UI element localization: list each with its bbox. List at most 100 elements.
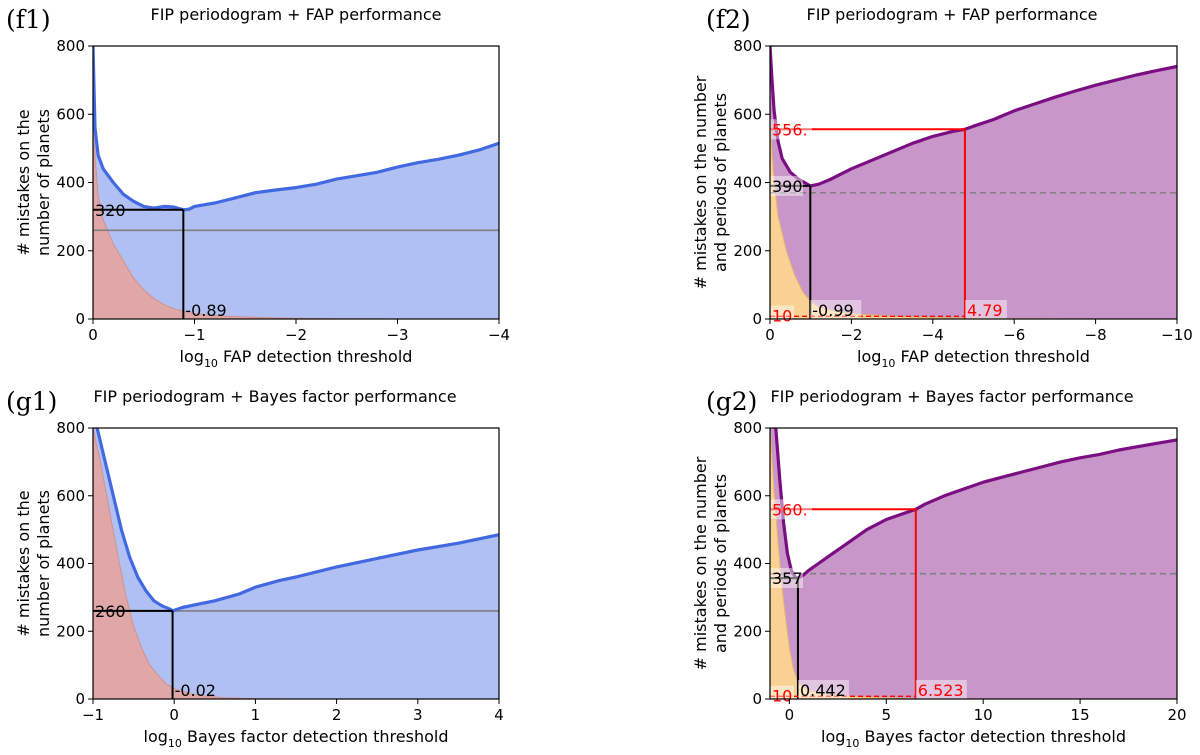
- x-axis-label: log10 FAP detection threshold: [180, 347, 413, 370]
- y-axis-label-line: number of planets: [34, 109, 53, 256]
- x-axis-label-log: log: [144, 727, 168, 746]
- annotation-label: 560.: [772, 500, 808, 519]
- x-tick-label: 5: [882, 706, 892, 724]
- annotation-box: [770, 305, 794, 326]
- total-area: [93, 428, 499, 699]
- x-axis-label-sub: 10: [881, 357, 895, 370]
- x-tick-label: −8: [1085, 326, 1107, 344]
- x-tick-label: −2: [840, 326, 862, 344]
- x-axis-label: log10 Bayes factor detection threshold: [144, 727, 449, 750]
- x-axis-label-rest: Bayes factor detection threshold: [859, 727, 1126, 746]
- annotation-box: [770, 499, 812, 520]
- y-tick-label: 600: [56, 105, 85, 123]
- y-axis-label: # mistakes on the numberand periods of p…: [691, 456, 730, 670]
- annotation-label: 320: [95, 201, 126, 220]
- y-tick-label: 400: [56, 174, 85, 192]
- x-tick-label: 0: [785, 706, 795, 724]
- plot-data: [770, 46, 1177, 319]
- panel-label: (g1): [6, 387, 57, 416]
- annotation-box: [770, 568, 803, 589]
- x-tick-label: −4: [922, 326, 944, 344]
- y-tick-label: 800: [56, 419, 85, 437]
- annotation-box: [915, 680, 967, 700]
- y-axis-label: # mistakes on thenumber of planets: [14, 490, 53, 637]
- annotation-label: -0.02: [175, 681, 216, 700]
- y-tick-label: 200: [733, 242, 762, 260]
- annotation-box: [770, 119, 812, 140]
- y-axis-label-line: # mistakes on the: [14, 490, 33, 636]
- y-tick-label: 400: [733, 555, 762, 573]
- annotation-box: [810, 300, 862, 320]
- y-tick-label: 800: [733, 419, 762, 437]
- y-tick-label: 800: [56, 37, 85, 55]
- x-tick-label: 0: [765, 326, 775, 344]
- y-tick-label: 400: [56, 555, 85, 573]
- x-tick-label: −1: [82, 706, 104, 724]
- y-tick-label: 400: [733, 174, 762, 192]
- x-tick-label: 2: [332, 706, 342, 724]
- y-tick-label: 200: [56, 622, 85, 640]
- y-axis-label-line: # mistakes on the number: [691, 75, 710, 289]
- x-axis-label: log10 Bayes factor detection threshold: [821, 727, 1126, 750]
- annotation-label: 0.442: [800, 681, 846, 700]
- panel-label: (f1): [6, 5, 51, 34]
- x-tick-label: 0: [169, 706, 179, 724]
- annotation-label: 390: [772, 177, 803, 196]
- total-line: [93, 46, 499, 212]
- total-line: [95, 428, 499, 613]
- chart-title: FIP periodogram + FAP performance: [807, 5, 1098, 24]
- annotation-label: 6.523: [918, 681, 964, 700]
- x-tick-label: 0: [88, 326, 98, 344]
- annotation-label: 10: [772, 307, 792, 326]
- y-tick-label: 600: [56, 487, 85, 505]
- y-axis-label-line: and periods of planets: [711, 93, 730, 272]
- annotation-label: -0.99: [812, 301, 853, 320]
- annotation-label: 556.: [772, 120, 808, 139]
- x-axis-label-rest: FAP detection threshold: [895, 347, 1090, 366]
- annotation-label: 357: [772, 569, 803, 588]
- x-axis-label-rest: Bayes factor detection threshold: [182, 727, 449, 746]
- x-axis-label-sub: 10: [204, 357, 218, 370]
- panel-label: (g2): [706, 387, 757, 416]
- annotation-label: 260: [95, 602, 126, 621]
- x-axis-label-log: log: [180, 347, 204, 366]
- x-axis-label: log10 FAP detection threshold: [857, 347, 1090, 370]
- annotation-label: 10: [772, 687, 792, 706]
- chart-title: FIP periodogram + Bayes factor performan…: [770, 387, 1133, 406]
- y-tick-label: 0: [752, 310, 762, 328]
- x-axis-label-sub: 10: [168, 737, 182, 750]
- x-axis-label-log: log: [821, 727, 845, 746]
- total-area: [770, 46, 1177, 319]
- y-axis-label-line: # mistakes on the number: [691, 456, 710, 670]
- plot-data: [770, 428, 1177, 699]
- x-tick-label: −6: [1003, 326, 1025, 344]
- false-positive-area: [93, 428, 499, 699]
- y-tick-label: 0: [75, 690, 85, 708]
- x-tick-label: −4: [488, 326, 510, 344]
- y-axis-label-line: and periods of planets: [711, 474, 730, 653]
- x-tick-label: 10: [974, 706, 993, 724]
- x-tick-label: 15: [1071, 706, 1090, 724]
- y-tick-label: 0: [752, 690, 762, 708]
- annotation-box: [770, 175, 803, 196]
- chart-title: FIP periodogram + Bayes factor performan…: [93, 387, 456, 406]
- y-tick-label: 600: [733, 105, 762, 123]
- chart-title: FIP periodogram + FAP performance: [151, 5, 442, 24]
- x-tick-label: −1: [183, 326, 205, 344]
- x-axis-label-sub: 10: [845, 737, 859, 750]
- annotation-label: -0.89: [185, 301, 226, 320]
- y-axis-label: # mistakes on thenumber of planets: [14, 109, 53, 256]
- y-axis-label-line: # mistakes on the: [14, 109, 33, 255]
- annotation-label: 4.79: [967, 301, 1003, 320]
- y-tick-label: 800: [733, 37, 762, 55]
- total-area: [770, 428, 1177, 699]
- y-axis-label-line: number of planets: [34, 490, 53, 637]
- total-line: [774, 428, 1177, 580]
- x-tick-label: −2: [285, 326, 307, 344]
- panel-label: (f2): [706, 5, 751, 34]
- y-tick-label: 0: [75, 310, 85, 328]
- plot-data: [93, 428, 499, 699]
